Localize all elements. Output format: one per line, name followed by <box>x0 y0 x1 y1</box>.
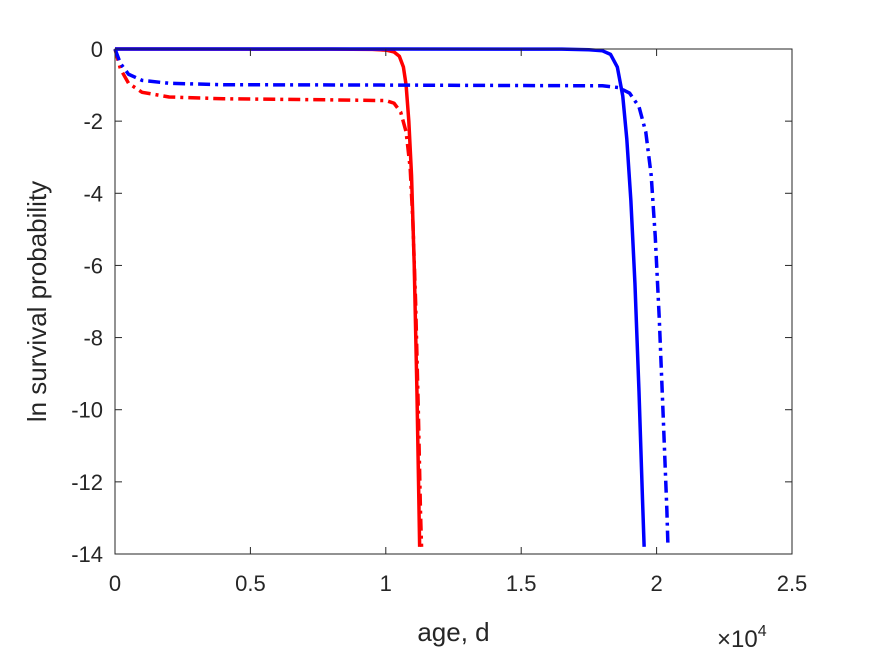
x-tick-label-0: 0 <box>109 571 121 596</box>
y-tick-label-7: -14 <box>71 542 103 567</box>
series-line-3 <box>113 48 670 547</box>
x-axis-ticks: 0 0.5 1 1.5 2 2.5 <box>109 49 807 596</box>
x-tick-label-3: 1.5 <box>506 571 537 596</box>
y-tick-label-0: 0 <box>91 37 103 62</box>
x-tick-label-5: 2.5 <box>777 571 808 596</box>
x-tick-label-4: 2 <box>650 571 662 596</box>
y-tick-label-1: -2 <box>83 109 103 134</box>
y-tick-label-5: -10 <box>71 398 103 423</box>
y-tick-label-6: -12 <box>71 470 103 495</box>
y-axis-ticks: 0 -2 -4 -6 -8 -10 -12 -14 <box>71 37 792 567</box>
y-tick-label-4: -8 <box>83 326 103 351</box>
plot-frame <box>114 48 793 555</box>
y-tick-label-2: -4 <box>83 181 103 206</box>
x-tick-label-1: 0.5 <box>235 571 266 596</box>
series-line-1 <box>113 48 424 547</box>
x-axis-label: age, d <box>417 617 489 647</box>
x-axis-multiplier: ×104 <box>717 623 767 653</box>
y-axis-label: ln survival probability <box>22 181 52 422</box>
y-tick-label-3: -6 <box>83 253 103 278</box>
x-multiplier-base: ×10 <box>717 626 758 653</box>
x-multiplier-exponent: 4 <box>758 623 767 640</box>
plot-area <box>115 49 792 554</box>
x-tick-label-2: 1 <box>380 571 392 596</box>
